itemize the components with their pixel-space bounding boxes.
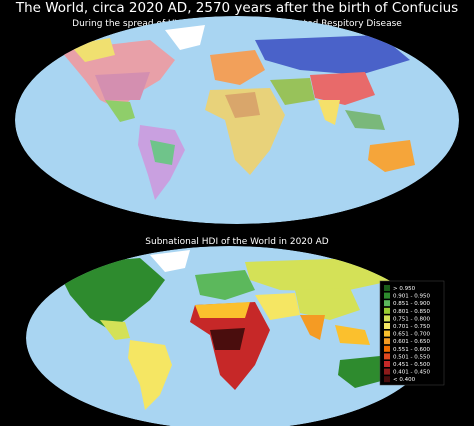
legend-label: 0.651 - 0.700 <box>393 332 430 338</box>
legend-swatch <box>384 330 390 337</box>
legend-swatch <box>384 300 390 307</box>
china <box>310 72 375 105</box>
legend-swatch <box>384 338 390 345</box>
south-america <box>128 340 172 410</box>
title: The World, circa 2020 AD, 2570 years aft… <box>15 0 458 16</box>
legend-label: 0.601 - 0.650 <box>393 339 430 345</box>
legend-swatch <box>384 292 390 299</box>
legend-swatch <box>384 361 390 367</box>
greenland <box>150 250 190 272</box>
legend-swatch <box>384 307 390 314</box>
north-africa <box>225 92 260 118</box>
middle-east <box>255 293 300 320</box>
middle-east <box>270 78 315 105</box>
india <box>300 315 325 340</box>
legend-swatch <box>384 323 390 329</box>
brazil <box>150 140 175 165</box>
africa <box>205 88 285 175</box>
legend-label: 0.551 - 0.600 <box>393 347 430 353</box>
southeast-asia <box>335 325 370 345</box>
legend-swatch <box>384 353 390 360</box>
usa <box>95 72 150 100</box>
legend-label: > 0.950 <box>393 286 416 292</box>
hdi-map <box>26 246 434 426</box>
sahel <box>210 328 245 350</box>
southeast-asia <box>345 110 385 130</box>
legend-swatch <box>384 376 390 383</box>
europe <box>195 270 255 300</box>
legend-swatch <box>384 345 390 352</box>
legend-label: 0.801 - 0.850 <box>393 309 430 315</box>
legend-label: 0.451 - 0.500 <box>393 362 430 368</box>
legend-label: < 0.400 <box>393 377 416 383</box>
legend-box <box>379 280 445 386</box>
russia <box>255 35 410 75</box>
legend-label: 0.501 - 0.550 <box>393 354 430 360</box>
north-america <box>55 258 165 330</box>
legend-label: 0.401 - 0.450 <box>393 370 430 376</box>
europe <box>210 50 265 85</box>
australia <box>368 140 415 172</box>
mexico <box>105 100 135 122</box>
mexico <box>100 320 130 340</box>
legend-swatch <box>384 285 390 291</box>
india <box>318 100 340 125</box>
legend-label: 0.751 - 0.800 <box>393 316 430 322</box>
hdi-title: Subnational HDI of the World in 2020 AD <box>145 237 328 247</box>
legend-label: 0.701 - 0.750 <box>393 324 430 330</box>
australia <box>338 356 385 388</box>
greenland <box>165 25 205 50</box>
legend-swatch <box>384 315 390 322</box>
legend-label: 0.851 - 0.900 <box>393 301 430 307</box>
china <box>295 288 360 320</box>
north-africa <box>195 302 250 318</box>
legend-label: 0.901 - 0.950 <box>393 294 430 300</box>
legend-swatch <box>384 368 390 375</box>
political-map <box>15 16 459 224</box>
russia <box>245 258 395 292</box>
